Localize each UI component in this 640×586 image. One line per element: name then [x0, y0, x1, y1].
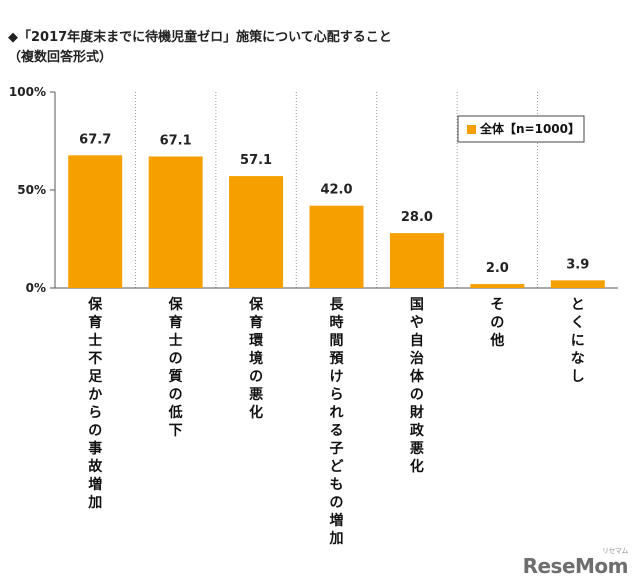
bar [229, 176, 284, 288]
category-label: 長時間預けられる子どもの増加 [329, 297, 345, 547]
category-label: 保育士不足からの事故増加 [87, 296, 103, 511]
data-label: 57.1 [240, 153, 272, 168]
bar [68, 155, 123, 288]
watermark-text: ReseMom [522, 554, 629, 578]
chart-title-line-1: ◆「2017年度末までに待機児童ゼロ」施策について心配すること [8, 30, 392, 45]
bar [309, 205, 364, 288]
category-label: 保育士の質の低下 [168, 296, 184, 439]
category-label: 保育環境の悪化 [248, 296, 264, 421]
bar [389, 233, 444, 288]
data-label: 2.0 [486, 261, 509, 276]
watermark-sub: リセマム [602, 547, 629, 555]
resemom-logo: リセマム ReseMom [522, 547, 629, 578]
chart-title-line-2: （複数回答形式） [8, 50, 113, 65]
legend-box [457, 115, 585, 143]
bar [470, 284, 525, 288]
category-label: とくになし [571, 297, 585, 385]
y-tick-label: 50% [17, 183, 46, 197]
bar [550, 280, 605, 288]
y-tick-label: 0% [26, 281, 46, 295]
chart-title: ◆「2017年度末までに待機児童ゼロ」施策について心配すること （複数回答形式） [8, 28, 392, 68]
data-label: 3.9 [566, 257, 589, 272]
data-label: 67.1 [160, 133, 192, 148]
category-label: その他 [489, 297, 504, 349]
data-label: 42.0 [320, 183, 352, 198]
bar [148, 156, 203, 288]
legend-label: 全体【n=1000】 [479, 121, 580, 136]
data-label: 28.0 [401, 210, 433, 225]
legend-swatch [467, 125, 476, 134]
y-tick-label: 100% [9, 85, 46, 99]
category-label: 国や自治体の財政悪化 [409, 297, 425, 475]
data-label: 67.7 [79, 132, 111, 147]
